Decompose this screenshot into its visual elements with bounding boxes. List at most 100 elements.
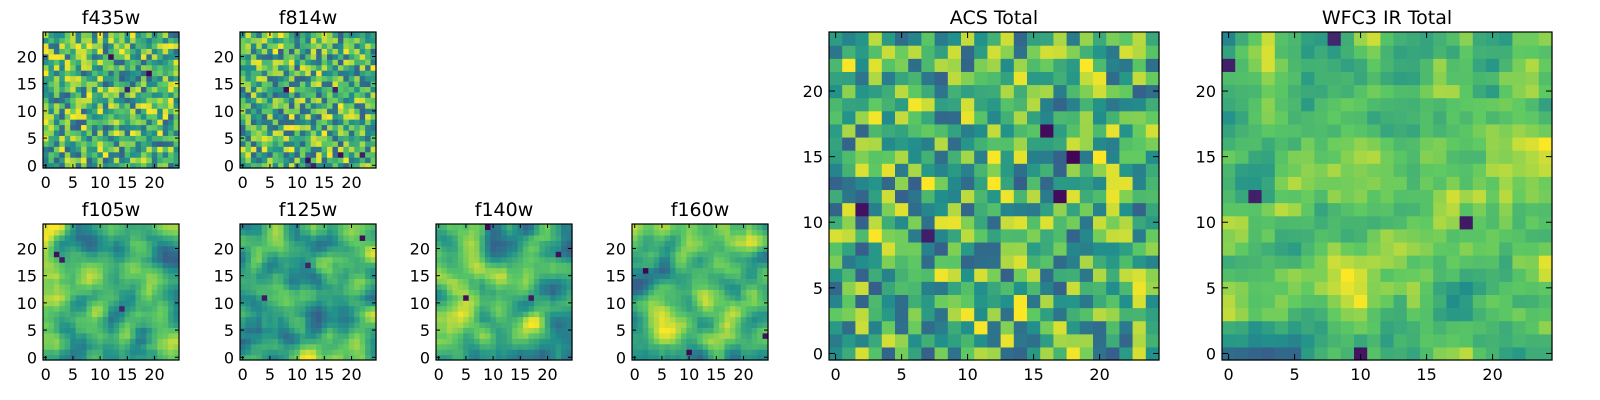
- heatmap-cell: [354, 229, 361, 236]
- heatmap-cell: [881, 268, 896, 282]
- heatmap-cell: [245, 289, 252, 296]
- heatmap-cell: [245, 343, 252, 350]
- heatmap-cell: [162, 146, 169, 153]
- heatmap-cell: [506, 283, 513, 290]
- heatmap-cell: [168, 294, 175, 301]
- heatmap-cell: [370, 283, 377, 290]
- heatmap-cell: [294, 234, 301, 241]
- heatmap-cell: [1013, 268, 1028, 282]
- heatmap-cell: [664, 283, 671, 290]
- heatmap-cell: [81, 251, 88, 258]
- heatmap-cell: [305, 113, 312, 120]
- heatmap-cell: [1235, 307, 1249, 322]
- heatmap-cell: [664, 240, 671, 247]
- heatmap-cell: [729, 267, 736, 274]
- heatmap-cell: [283, 75, 290, 82]
- heatmap-cell: [1512, 228, 1527, 243]
- heatmap-cell: [868, 71, 883, 86]
- heatmap-cell: [653, 224, 660, 231]
- heatmap-cell: [740, 229, 747, 236]
- heatmap-cell: [719, 283, 726, 290]
- heatmap-cell: [708, 234, 715, 241]
- heatmap-cell: [316, 157, 323, 164]
- heatmap-cell: [140, 59, 147, 66]
- heatmap-cell: [310, 283, 317, 290]
- heatmap-cell: [659, 321, 666, 328]
- heatmap-cell: [691, 327, 698, 334]
- heatmap-cell: [561, 338, 568, 345]
- heatmap-cell: [729, 311, 736, 318]
- heatmap-cell: [283, 283, 290, 290]
- heatmap-cell: [908, 71, 922, 86]
- heatmap-cell: [1106, 84, 1120, 99]
- heatmap-cell: [162, 234, 169, 241]
- heatmap-cell: [245, 278, 252, 285]
- heatmap-cell: [463, 272, 470, 279]
- heatmap-cell: [550, 251, 557, 258]
- heatmap-cell: [283, 37, 290, 44]
- heatmap-cell: [484, 349, 491, 356]
- heatmap-cell: [288, 80, 295, 87]
- heatmap-cell: [102, 300, 109, 307]
- heatmap-cell: [299, 256, 306, 263]
- heatmap-cell: [1446, 268, 1461, 282]
- heatmap-cell: [124, 262, 131, 269]
- heatmap-cell: [566, 289, 573, 296]
- heatmap-cell: [70, 272, 77, 279]
- heatmap-cell: [746, 332, 753, 339]
- heatmap-cell: [533, 245, 540, 252]
- heatmap-cell: [97, 234, 104, 241]
- heatmap-cell: [299, 316, 306, 323]
- heatmap-cell: [288, 256, 295, 263]
- heatmap-cell: [523, 316, 530, 323]
- heatmap-cell: [561, 251, 568, 258]
- heatmap-cell: [43, 146, 50, 153]
- heatmap-cell: [146, 327, 153, 334]
- heatmap-cell: [1340, 294, 1355, 309]
- heatmap-cell: [337, 70, 344, 77]
- heatmap-cell: [528, 229, 535, 236]
- heatmap-cell: [245, 256, 252, 263]
- heatmap-cell: [1340, 189, 1355, 204]
- heatmap-cell: [250, 162, 257, 169]
- heatmap-cell: [659, 256, 666, 263]
- heatmap-cell: [250, 289, 257, 296]
- heatmap-cell: [757, 256, 764, 263]
- heatmap-cell: [354, 64, 361, 71]
- heatmap-cell: [294, 289, 301, 296]
- heatmap-cell: [359, 75, 366, 82]
- heatmap-cell: [310, 157, 317, 164]
- heatmap-cell: [539, 234, 546, 241]
- heatmap-cell: [1066, 307, 1081, 322]
- heatmap-cell: [1093, 268, 1107, 282]
- heatmap-cell: [261, 91, 268, 98]
- heatmap-cell: [1093, 58, 1107, 72]
- heatmap-cell: [75, 48, 82, 55]
- heatmap-cell: [256, 305, 263, 312]
- heatmap-cell: [441, 240, 448, 247]
- heatmap-cell: [751, 289, 758, 296]
- heatmap-cell: [555, 332, 562, 339]
- heatmap-cell: [555, 224, 562, 231]
- heatmap-cell: [680, 251, 687, 258]
- heatmap-cell: [746, 343, 753, 350]
- heatmap-cell: [1301, 189, 1315, 204]
- heatmap-cell: [168, 305, 175, 312]
- heatmap-cell: [75, 343, 82, 350]
- heatmap-cell: [1066, 268, 1081, 282]
- heatmap-cell: [267, 102, 274, 109]
- heatmap-cell: [632, 267, 639, 274]
- heatmap-cell: [135, 162, 142, 169]
- heatmap-cell: [855, 189, 870, 204]
- heatmap-cell: [1380, 163, 1395, 177]
- heatmap-cell: [484, 354, 491, 361]
- heatmap-cell: [245, 349, 252, 356]
- heatmap-cell: [168, 53, 175, 60]
- heatmap-cell: [468, 272, 475, 279]
- heatmap-cell: [517, 316, 524, 323]
- heatmap-cell: [135, 294, 142, 301]
- heatmap-cell: [278, 119, 285, 126]
- heatmap-cell: [1288, 294, 1302, 309]
- heatmap-cell: [267, 135, 274, 142]
- heatmap-cell: [1459, 241, 1474, 256]
